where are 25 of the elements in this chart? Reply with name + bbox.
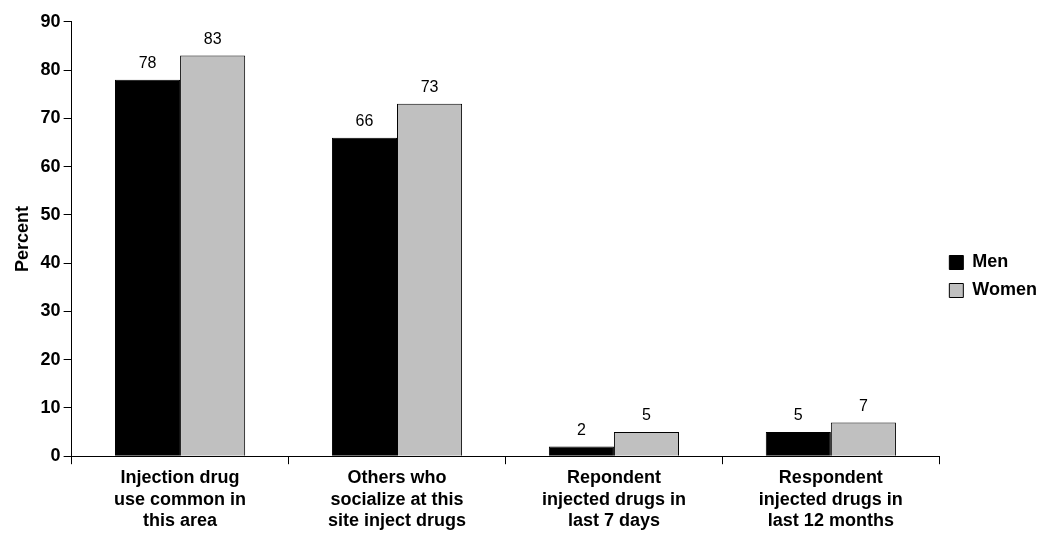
data-label: 83	[203, 29, 222, 47]
x-tick-label: Others who socialize at this site inject drugs	[327, 466, 467, 531]
y-tick-label: 70	[40, 107, 61, 128]
data-label: 66	[355, 112, 374, 130]
y-tick-label: 20	[40, 348, 61, 369]
legend-label: Men	[972, 251, 1009, 272]
y-tick-label: 10	[40, 396, 61, 417]
data-label: 5	[793, 406, 803, 424]
y-tick-label: 50	[40, 203, 61, 224]
y-tick-label: 90	[40, 10, 61, 31]
x-tick-label: Repondent injected drugs in last 7 days	[541, 466, 686, 531]
x-tick-label: Respondent injected drugs in last 12 months	[758, 466, 903, 531]
y-tick-label: 80	[40, 59, 61, 80]
data-label: 78	[138, 54, 157, 72]
y-tick-label: 0	[50, 445, 61, 466]
y-tick-label: 40	[40, 252, 61, 273]
y-tick-label: 30	[40, 300, 61, 321]
data-label: 5	[642, 406, 652, 424]
data-label: 7	[858, 396, 868, 414]
data-label: 2	[576, 420, 586, 438]
legend-label: Women	[972, 279, 1037, 300]
x-tick-label: Injection drug use common in this area	[114, 466, 247, 531]
y-axis-title: Percent	[11, 205, 32, 273]
y-tick-label: 60	[40, 155, 61, 176]
data-label: 73	[420, 78, 439, 96]
